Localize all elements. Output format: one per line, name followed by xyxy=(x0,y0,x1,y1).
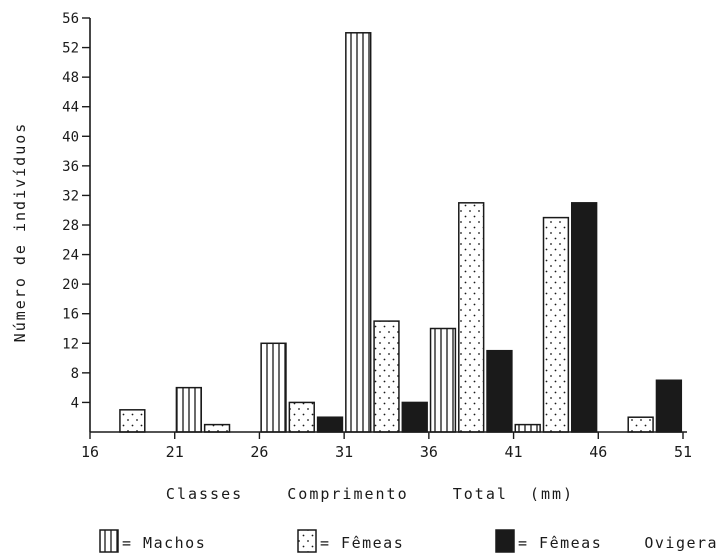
bar-solid-black xyxy=(570,202,598,433)
legend: = Machos = Fêmeas = Fêmeas Ovigeras xyxy=(99,529,716,553)
x-axis-ticks: 16 21 26 31 36 41 46 51 xyxy=(81,432,692,461)
x-tick-label: 31 xyxy=(335,443,353,461)
x-axis-title: Classes Comprimento Total (mm) xyxy=(166,485,574,503)
y-tick-label: 52 xyxy=(62,41,79,57)
legend-label: = Fêmeas Ovigeras xyxy=(518,534,716,552)
bar-solid-black xyxy=(486,349,513,433)
x-tick-label: 51 xyxy=(674,443,692,461)
bar-vertical-stripes xyxy=(514,423,541,433)
y-tick-label: 32 xyxy=(62,188,79,204)
y-tick-label: 48 xyxy=(62,70,79,86)
bar-dots xyxy=(119,409,146,433)
y-tick-label: 16 xyxy=(62,307,79,323)
bar-dots xyxy=(373,320,400,433)
bar-vertical-stripes xyxy=(345,32,372,433)
legend-label: = Machos xyxy=(122,534,206,552)
y-tick-label: 56 xyxy=(62,11,79,27)
y-tick-label: 8 xyxy=(71,366,79,382)
y-tick-label: 20 xyxy=(62,277,79,293)
y-axis-title: Número de indivíduos xyxy=(11,122,29,343)
legend-swatch xyxy=(99,529,119,553)
x-tick-label: 36 xyxy=(420,443,438,461)
legend-label: = Fêmeas xyxy=(320,534,404,552)
x-tick-label: 21 xyxy=(166,443,184,461)
x-tick-label: 41 xyxy=(505,443,523,461)
legend-swatch xyxy=(495,529,515,553)
bar-solid-black xyxy=(316,416,344,433)
bar-dots xyxy=(542,216,570,433)
bar-dots xyxy=(458,202,485,433)
bar-dots xyxy=(288,401,315,433)
bar-dots xyxy=(627,416,654,433)
y-tick-label: 4 xyxy=(71,395,79,411)
x-tick-label: 26 xyxy=(250,443,268,461)
y-tick-label: 44 xyxy=(62,100,79,116)
x-tick-label: 46 xyxy=(589,443,607,461)
legend-swatch xyxy=(297,529,317,553)
bar-solid-black xyxy=(401,401,428,433)
bar-vertical-stripes xyxy=(260,342,287,433)
bar-vertical-stripes xyxy=(175,386,203,433)
y-tick-label: 36 xyxy=(62,159,79,175)
y-tick-label: 40 xyxy=(62,129,79,145)
y-tick-label: 28 xyxy=(62,218,79,234)
y-tick-label: 24 xyxy=(62,248,79,264)
y-tick-label: 12 xyxy=(62,336,79,352)
bars xyxy=(119,32,683,433)
bar-vertical-stripes xyxy=(429,327,457,433)
x-tick-label: 16 xyxy=(81,443,99,461)
bar-solid-black xyxy=(655,379,683,433)
bar-dots xyxy=(203,423,231,433)
